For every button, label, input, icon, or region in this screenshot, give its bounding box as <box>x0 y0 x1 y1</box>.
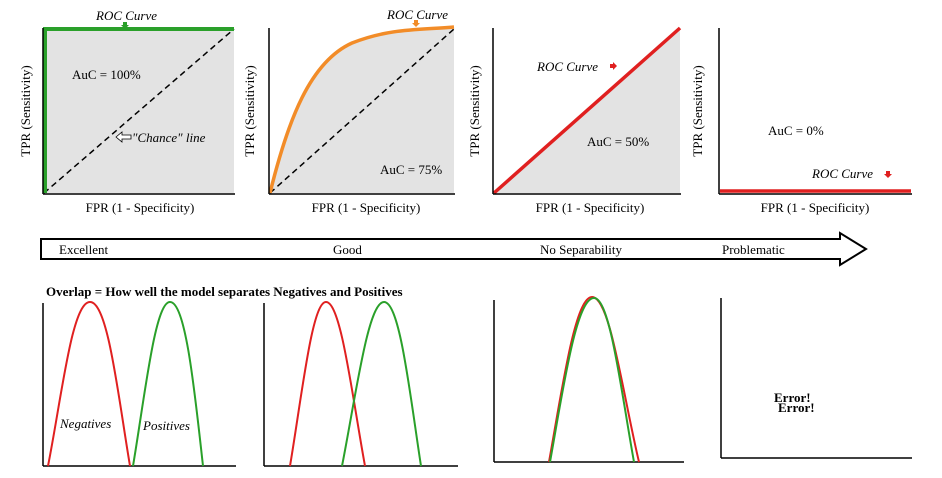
negatives-label: Negatives <box>59 416 111 431</box>
auc-label: AuC = 100% <box>72 67 141 82</box>
arrow-right-icon <box>610 62 617 70</box>
arrow-left-icon <box>115 131 132 143</box>
separability-scale: Excellent Good No Separability Problemat… <box>40 231 868 267</box>
scale-arrow <box>40 231 868 267</box>
overlap-panel-problematic: Error! Error! <box>720 298 912 459</box>
scale-label-excellent: Excellent <box>59 242 108 257</box>
y-axis-label: TPR (Sensitivity) <box>690 65 705 156</box>
auc-label: AuC = 75% <box>380 162 442 177</box>
scale-label-no-separability: No Separability <box>540 242 622 257</box>
roc-panel-problematic: ROC Curve AuC = 0% TPR (Sensitivity) FPR… <box>690 28 912 215</box>
x-axis-label: FPR (1 - Specificity) <box>86 200 195 215</box>
roc-curve-label: ROC Curve <box>95 8 157 23</box>
negatives-distribution <box>47 300 131 467</box>
scale-label-problematic: Problematic <box>722 242 785 257</box>
chance-line <box>43 28 235 194</box>
roc-panel-excellent: ROC Curve AuC = 100% "Chance" line TPR (… <box>18 8 235 215</box>
y-axis-label: TPR (Sensitivity) <box>467 65 482 156</box>
positives-distribution <box>132 300 204 467</box>
arrow-down-icon <box>412 20 420 27</box>
negatives-distribution <box>548 295 640 463</box>
roc-curve-label: ROC Curve <box>811 166 873 181</box>
roc-curve <box>492 26 682 195</box>
auc-label: AuC = 50% <box>587 134 649 149</box>
roc-curve <box>43 27 234 193</box>
roc-curve-label: ROC Curve <box>386 7 448 22</box>
positives-distribution <box>549 296 635 463</box>
roc-panel-no-separability: ROC Curve AuC = 50% TPR (Sensitivity) FP… <box>467 26 682 215</box>
scale-label-good: Good <box>333 242 362 257</box>
roc-panel-good: ROC Curve AuC = 75% TPR (Sensitivity) FP… <box>242 7 455 215</box>
overlap-panel-good <box>263 300 458 467</box>
positives-label: Positives <box>142 418 190 433</box>
arrow-down-icon <box>884 171 892 178</box>
positives-distribution <box>341 300 422 467</box>
error-label-green: Error! <box>778 400 815 415</box>
chance-line-label: "Chance" line <box>132 130 206 145</box>
chance-line <box>269 28 455 194</box>
arrow-down-icon <box>121 22 129 29</box>
overlap-title: Overlap = How well the model separates N… <box>46 284 403 299</box>
roc-curve <box>268 25 455 194</box>
negatives-distribution <box>289 300 366 467</box>
auc-label: AuC = 0% <box>768 123 824 138</box>
x-axis-label: FPR (1 - Specificity) <box>536 200 645 215</box>
y-axis-label: TPR (Sensitivity) <box>242 65 257 156</box>
x-axis-label: FPR (1 - Specificity) <box>312 200 421 215</box>
roc-curve-label: ROC Curve <box>536 59 598 74</box>
overlap-panel-excellent: Negatives Positives <box>42 300 236 467</box>
y-axis-label: TPR (Sensitivity) <box>18 65 33 156</box>
overlap-panel-no-separability <box>493 295 684 463</box>
x-axis-label: FPR (1 - Specificity) <box>761 200 870 215</box>
error-label-red: Error! <box>774 390 811 405</box>
